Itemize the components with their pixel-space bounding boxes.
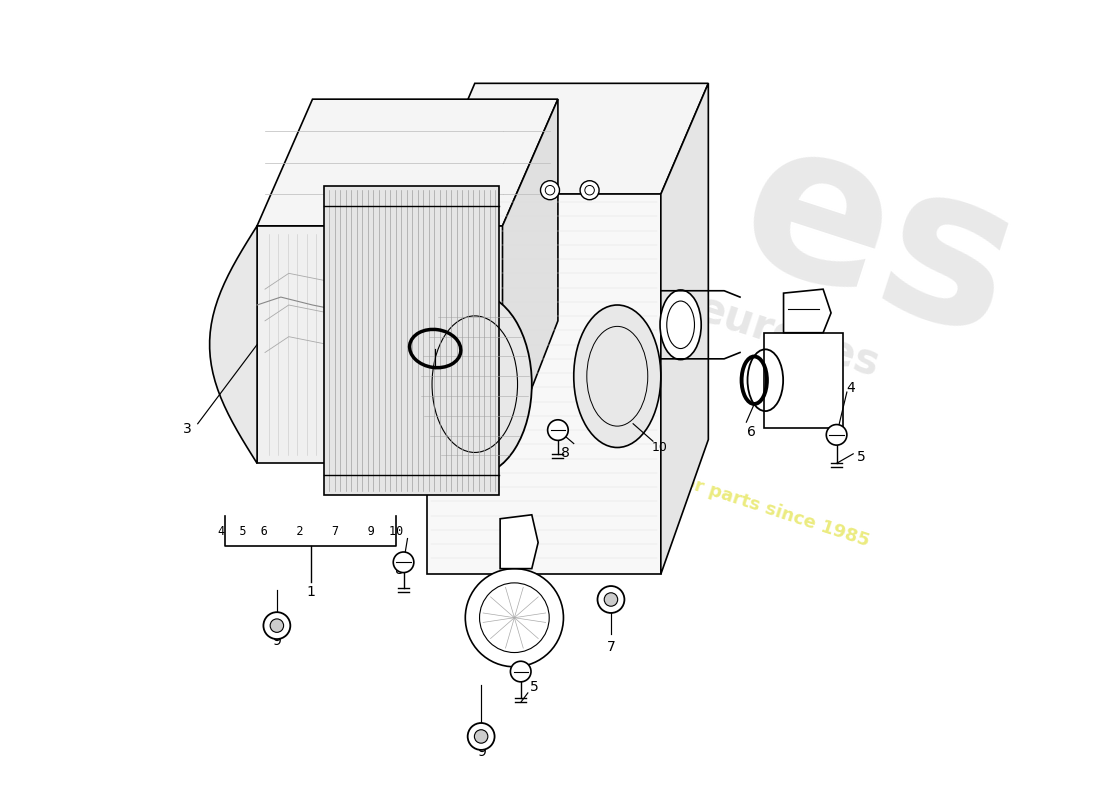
Polygon shape [324,186,498,495]
Text: 9: 9 [273,634,282,648]
Text: 4: 4 [520,658,529,672]
Circle shape [604,593,618,606]
Text: 4  5  6    2    7    9  10: 4 5 6 2 7 9 10 [218,525,403,538]
Text: europes: europes [691,287,884,386]
Circle shape [540,181,560,200]
Polygon shape [427,83,708,194]
Circle shape [826,425,847,445]
Circle shape [271,619,284,632]
Text: 3: 3 [183,422,191,436]
Circle shape [474,730,488,743]
Text: a passion for parts since 1985: a passion for parts since 1985 [576,439,872,550]
Polygon shape [783,289,830,333]
Circle shape [580,181,600,200]
Text: 8: 8 [561,446,570,460]
Text: 10: 10 [651,441,668,454]
Text: 7: 7 [606,640,615,654]
Ellipse shape [418,293,531,475]
Polygon shape [427,194,661,574]
Circle shape [468,723,495,750]
Text: 4: 4 [847,381,855,395]
Polygon shape [503,99,558,463]
Polygon shape [661,83,708,574]
Text: 8: 8 [395,563,404,578]
Polygon shape [763,333,843,428]
Polygon shape [257,99,558,226]
Text: 6: 6 [747,425,757,438]
Circle shape [394,552,414,573]
Circle shape [263,612,290,639]
Text: 1: 1 [306,586,315,599]
Circle shape [465,569,563,666]
Text: 9: 9 [476,746,485,759]
Text: 5: 5 [530,679,539,694]
Text: 6: 6 [422,371,431,385]
Polygon shape [257,226,503,463]
Circle shape [510,662,531,682]
Polygon shape [500,514,538,569]
Polygon shape [210,226,257,463]
Circle shape [548,420,569,440]
Text: 5: 5 [857,450,866,464]
Ellipse shape [574,305,661,447]
Text: es: es [716,100,1041,383]
Ellipse shape [660,290,701,360]
Circle shape [597,586,625,613]
